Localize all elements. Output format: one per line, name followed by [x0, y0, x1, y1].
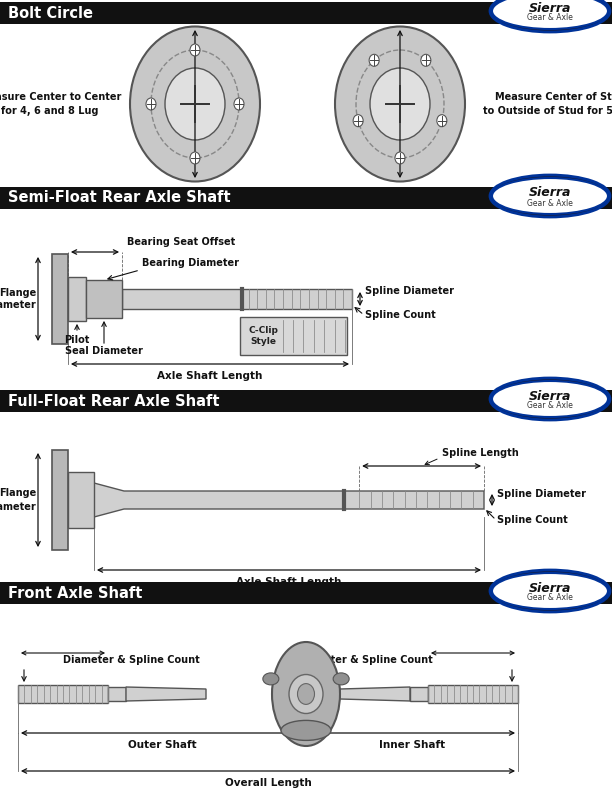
Ellipse shape — [437, 115, 447, 127]
Ellipse shape — [263, 673, 279, 685]
Ellipse shape — [165, 68, 225, 140]
Ellipse shape — [490, 175, 610, 217]
Bar — [410, 687, 428, 701]
Bar — [68, 472, 94, 528]
Bar — [108, 687, 126, 701]
Polygon shape — [94, 483, 484, 517]
Text: Outer Shaft: Outer Shaft — [128, 740, 196, 750]
Text: Spline Diameter: Spline Diameter — [497, 489, 586, 499]
Text: Sierra: Sierra — [529, 390, 571, 402]
Text: Axle Shaft Length: Axle Shaft Length — [157, 371, 263, 381]
Text: Overall Length: Overall Length — [225, 778, 312, 788]
Text: C-Clip
Style: C-Clip Style — [248, 326, 278, 346]
Text: Spline Diameter: Spline Diameter — [365, 286, 454, 296]
Polygon shape — [126, 687, 206, 701]
Ellipse shape — [421, 55, 431, 67]
Ellipse shape — [492, 178, 608, 214]
Ellipse shape — [370, 68, 430, 140]
Text: Pilot: Pilot — [64, 335, 90, 345]
Text: Gear & Axle: Gear & Axle — [527, 402, 573, 410]
Text: Semi-Float Rear Axle Shaft: Semi-Float Rear Axle Shaft — [8, 191, 231, 205]
Ellipse shape — [272, 642, 340, 746]
Ellipse shape — [234, 98, 244, 110]
Ellipse shape — [335, 26, 465, 181]
Text: Sierra: Sierra — [529, 186, 571, 200]
Text: Spline Length: Spline Length — [442, 448, 518, 458]
Text: Gear & Axle: Gear & Axle — [527, 199, 573, 208]
Ellipse shape — [490, 570, 610, 612]
Ellipse shape — [146, 98, 156, 110]
Text: Measure Center to Center
for 4, 6 and 8 Lug: Measure Center to Center for 4, 6 and 8 … — [0, 92, 121, 116]
Ellipse shape — [130, 26, 260, 181]
Bar — [86, 280, 122, 318]
Ellipse shape — [281, 721, 331, 741]
Text: Measure Center of Stud
to Outside of Stud for 5 Lug: Measure Center of Stud to Outside of Stu… — [483, 92, 612, 116]
Text: Flange
Diameter: Flange Diameter — [0, 489, 36, 512]
Ellipse shape — [492, 381, 608, 417]
Ellipse shape — [395, 152, 405, 164]
Bar — [122, 289, 352, 309]
Text: Bolt Circle: Bolt Circle — [8, 6, 93, 21]
Text: Spline Count: Spline Count — [365, 310, 436, 320]
Bar — [0, 187, 612, 209]
Text: Flange
Diameter: Flange Diameter — [0, 288, 36, 310]
Text: Spline Count: Spline Count — [497, 515, 568, 525]
Ellipse shape — [289, 675, 323, 714]
Text: Sierra: Sierra — [529, 2, 571, 14]
Text: Seal Diameter: Seal Diameter — [65, 346, 143, 356]
Ellipse shape — [490, 0, 610, 32]
Bar — [52, 254, 68, 344]
Bar — [240, 317, 347, 355]
Text: Front Axle Shaft: Front Axle Shaft — [8, 585, 143, 600]
Bar — [68, 277, 86, 321]
Text: Inner Shaft: Inner Shaft — [379, 740, 445, 750]
Bar — [0, 582, 612, 604]
Text: Gear & Axle: Gear & Axle — [527, 13, 573, 22]
Ellipse shape — [369, 55, 379, 67]
Text: Bearing Seat Offset: Bearing Seat Offset — [127, 237, 235, 247]
Text: Gear & Axle: Gear & Axle — [527, 593, 573, 603]
Ellipse shape — [297, 683, 315, 704]
Polygon shape — [340, 687, 410, 701]
Ellipse shape — [333, 673, 349, 685]
Bar — [18, 685, 108, 703]
Text: Diameter & Spline Count: Diameter & Spline Count — [296, 655, 433, 665]
Bar — [0, 2, 612, 24]
Text: Axle Shaft Length: Axle Shaft Length — [236, 577, 341, 587]
Ellipse shape — [190, 152, 200, 164]
Text: Diameter & Spline Count: Diameter & Spline Count — [63, 655, 200, 665]
Ellipse shape — [490, 378, 610, 420]
Text: Sierra: Sierra — [529, 581, 571, 595]
Bar — [0, 390, 612, 412]
Bar — [52, 450, 68, 550]
Ellipse shape — [492, 573, 608, 609]
Text: Full-Float Rear Axle Shaft: Full-Float Rear Axle Shaft — [8, 394, 220, 409]
Ellipse shape — [492, 0, 608, 29]
Ellipse shape — [353, 115, 363, 127]
Text: Bearing Diameter: Bearing Diameter — [142, 258, 239, 268]
Ellipse shape — [190, 44, 200, 56]
Bar — [428, 685, 518, 703]
